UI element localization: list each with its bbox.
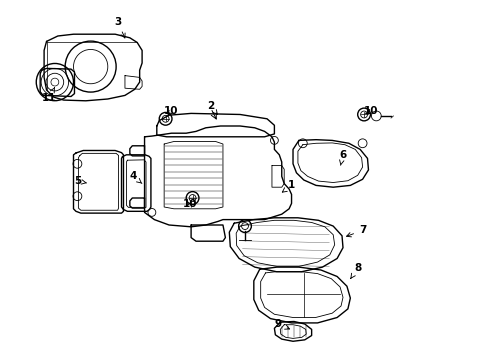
Text: 8: 8 [351, 263, 361, 278]
Text: 4: 4 [129, 171, 142, 184]
Text: 10: 10 [183, 199, 197, 210]
Text: 10: 10 [364, 106, 379, 116]
Text: 10: 10 [164, 106, 179, 116]
Text: 6: 6 [340, 150, 346, 165]
Text: 11: 11 [42, 87, 56, 103]
Text: 5: 5 [74, 176, 87, 186]
Text: 3: 3 [114, 17, 125, 38]
Text: 1: 1 [282, 180, 295, 192]
Text: 2: 2 [207, 101, 218, 114]
Text: 7: 7 [346, 225, 367, 237]
Text: 9: 9 [275, 319, 290, 329]
